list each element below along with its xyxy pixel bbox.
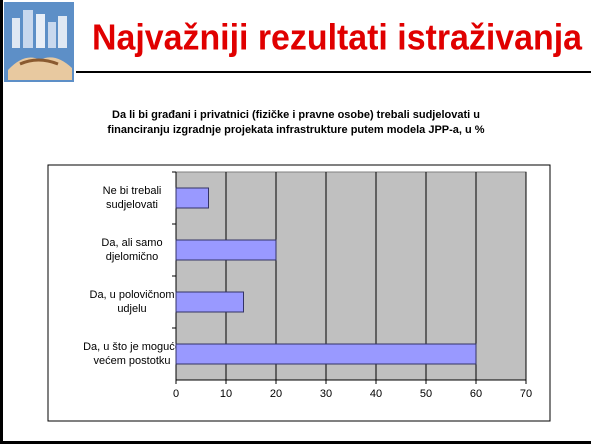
x-tick-label: 0 xyxy=(173,388,179,400)
chart-title: Da li bi građani i privatnici (fizičke i… xyxy=(112,109,480,121)
bar xyxy=(176,292,244,312)
y-tick-label: udjelu xyxy=(117,303,146,315)
x-tick-label: 20 xyxy=(270,388,282,400)
y-tick-label: sudjelovati xyxy=(106,199,158,211)
y-tick-label: većem postotku xyxy=(93,355,170,367)
y-tick-label: djelomično xyxy=(106,251,159,263)
bar xyxy=(176,188,209,208)
bar xyxy=(176,344,476,364)
y-tick-label: Da, u polovičnom xyxy=(90,289,175,301)
y-tick-label: Ne bi trebali xyxy=(103,185,162,197)
x-tick-label: 70 xyxy=(520,388,532,400)
logo xyxy=(4,2,74,82)
x-tick-label: 40 xyxy=(370,388,382,400)
x-tick-label: 30 xyxy=(320,388,332,400)
x-tick-label: 60 xyxy=(470,388,482,400)
slide: Najvažniji rezultati istraživanja Da li … xyxy=(0,0,591,444)
y-tick-label: Da, ali samo xyxy=(101,237,162,249)
x-tick-label: 10 xyxy=(220,388,232,400)
x-tick-label: 50 xyxy=(420,388,432,400)
slide-title: Najvažniji rezultati istraživanja xyxy=(92,17,583,58)
chart-title: financiranju izgradnje projekata infrast… xyxy=(107,124,484,136)
bar xyxy=(176,240,276,260)
y-tick-label: Da, u što je moguće xyxy=(83,341,181,353)
